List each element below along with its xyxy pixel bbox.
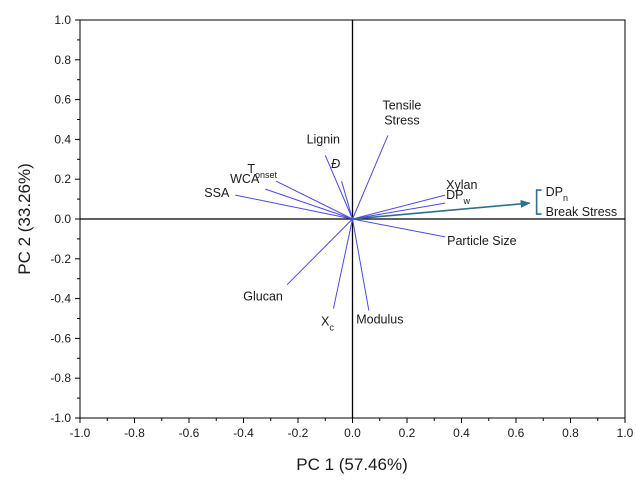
vector-label: Glucan xyxy=(243,290,283,304)
x-tick-label: -0.4 xyxy=(233,426,254,440)
vector-label: WCA xyxy=(230,172,260,186)
vector-label: Xc xyxy=(321,315,334,333)
x-tick-label: 0.6 xyxy=(508,426,525,440)
vector-label: Đ xyxy=(331,157,340,171)
vector-label: Particle Size xyxy=(447,234,517,248)
tick-labels: -1.0 -0.8 -0.6 -0.4 -0.2 0.0 0.2 0.4 0.6 0.8 1.0 1.… xyxy=(50,13,633,440)
vector-label: DPw xyxy=(446,188,470,206)
loading-vector xyxy=(324,155,353,220)
x-tick-label: -0.8 xyxy=(124,426,145,440)
x-tick-label: 0.0 xyxy=(344,426,361,440)
y-tick-label: -0.4 xyxy=(50,292,71,306)
loading-vector xyxy=(341,181,353,220)
loading-vector xyxy=(352,218,370,311)
vector-label: Xylan xyxy=(446,178,477,192)
x-tick-label: 0.4 xyxy=(453,426,470,440)
vector-label: Break Stress xyxy=(546,205,618,219)
y-tick-label: -0.8 xyxy=(50,371,71,385)
loading-vector xyxy=(265,188,353,220)
vector-label: Stress xyxy=(384,113,419,127)
y-tick-label: -1.0 xyxy=(50,411,71,425)
y-tick-label: -0.6 xyxy=(50,331,71,345)
x-tick-label: 1.0 xyxy=(617,426,634,440)
x-tick-label: -0.2 xyxy=(288,426,309,440)
y-tick-label: 0.6 xyxy=(54,93,71,107)
vector-label: Modulus xyxy=(356,313,403,327)
group-bracket xyxy=(535,189,542,215)
loading-vector xyxy=(235,194,353,220)
y-tick-label: 1.0 xyxy=(54,13,71,27)
y-tick-label: 0.2 xyxy=(54,172,71,186)
loading-vector xyxy=(286,218,353,286)
x-tick-label: 0.2 xyxy=(399,426,416,440)
x-tick-label: -0.6 xyxy=(179,426,200,440)
y-tick-label: -0.2 xyxy=(50,252,71,266)
vector-label: SSA xyxy=(204,186,230,200)
vector-label: Tonset xyxy=(247,162,277,180)
vector-label: Tensile xyxy=(382,98,421,112)
highlighted-vector xyxy=(352,199,531,220)
loading-vectors xyxy=(235,135,542,311)
y-tick-label: 0.8 xyxy=(54,53,71,67)
vector-label: Lignin xyxy=(307,132,340,146)
loading-vector xyxy=(352,202,446,220)
axis-ticks xyxy=(75,19,626,423)
loading-vector xyxy=(352,135,389,220)
loading-vector xyxy=(275,180,353,220)
y-tick-label: 0.0 xyxy=(54,212,71,226)
loading-vector xyxy=(352,194,446,220)
loading-vector xyxy=(332,218,353,309)
loading-vector xyxy=(352,218,446,238)
vector-label: DPn xyxy=(546,185,568,203)
x-tick-label: 0.8 xyxy=(562,426,579,440)
y-tick-label: 0.4 xyxy=(54,132,71,146)
x-axis-title: PC 1 (57.46%) xyxy=(296,455,408,474)
x-tick-label: -1.0 xyxy=(70,426,91,440)
y-axis-title: PC 2 (33.26%) xyxy=(15,163,34,275)
